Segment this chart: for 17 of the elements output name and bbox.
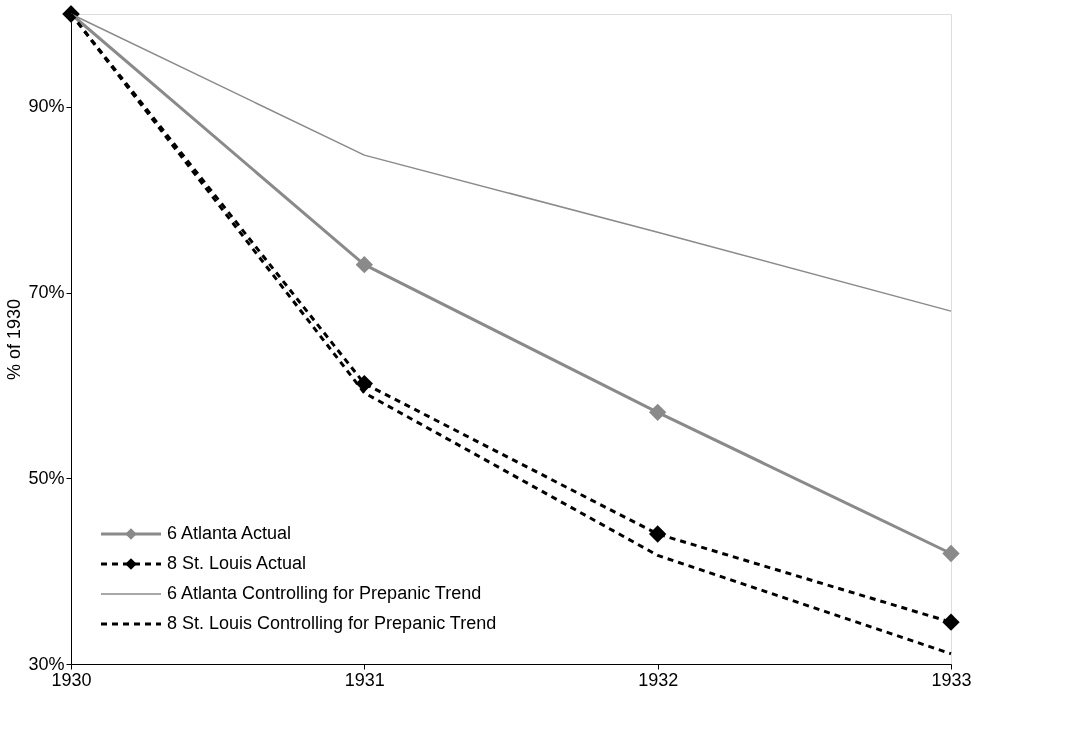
point bbox=[942, 613, 960, 631]
point bbox=[649, 403, 667, 422]
point bbox=[649, 525, 667, 543]
point bbox=[355, 374, 373, 393]
legend-label: 6 Atlanta Controlling for Prepanic Trend bbox=[167, 583, 482, 603]
y-tick-label: 90% bbox=[28, 96, 65, 117]
y-axis-title: % of 1930 bbox=[4, 298, 25, 381]
x-tick-label: 1932 bbox=[638, 669, 679, 690]
x-tick-label: 1931 bbox=[344, 669, 385, 690]
x-tick-label: 1933 bbox=[931, 669, 972, 690]
point bbox=[942, 544, 960, 563]
legend-label: 6 Atlanta Actual bbox=[167, 523, 292, 543]
y-tick-label: 50% bbox=[28, 467, 65, 488]
legend-label: 8 St. Louis Actual bbox=[167, 553, 307, 573]
point bbox=[355, 256, 373, 274]
y-tick-label: 70% bbox=[28, 282, 65, 303]
legend-label: 8 St. Louis Controlling for Prepanic Trend bbox=[167, 613, 497, 633]
